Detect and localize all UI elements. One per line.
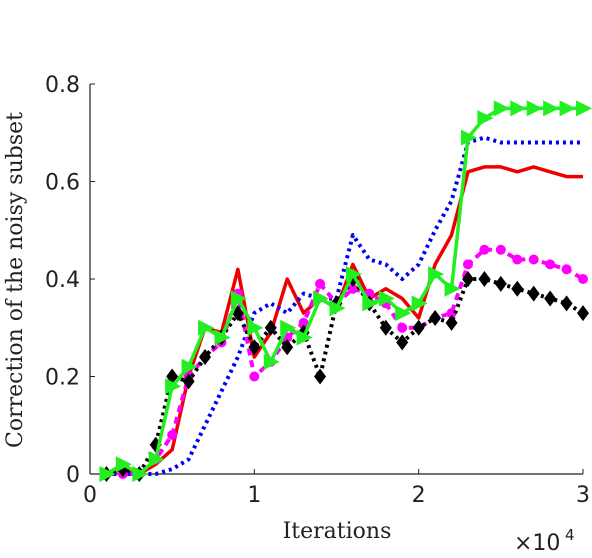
data-point [345, 266, 362, 283]
data-point [560, 295, 573, 312]
data-point [445, 314, 458, 331]
data-point [576, 100, 592, 117]
x-tick-label: 3 [576, 483, 590, 508]
data-point [429, 310, 442, 326]
data-point [214, 329, 231, 346]
data-point [264, 319, 277, 336]
data-point [527, 285, 540, 302]
x-exponent-base: ×10 [514, 531, 560, 556]
series-line [105, 165, 583, 476]
data-point [526, 100, 543, 117]
y-tick-label: 0.2 [45, 366, 80, 391]
data-point [578, 274, 588, 284]
data-point [132, 466, 149, 482]
data-point [462, 259, 473, 270]
data-point [298, 317, 309, 328]
data-point [181, 358, 198, 375]
y-axis-label: Correction of the noisy subset [3, 112, 28, 448]
series-0 [105, 165, 583, 476]
series-line [106, 247, 585, 476]
data-point [479, 244, 490, 255]
data-point [296, 329, 313, 346]
data-point [411, 295, 428, 312]
data-point [281, 339, 294, 356]
x-tick-label: 2 [412, 483, 426, 508]
data-point [511, 280, 524, 297]
data-point [395, 305, 412, 322]
data-point [182, 373, 195, 390]
data-point [313, 290, 330, 307]
series-4 [99, 100, 592, 482]
data-point [561, 264, 572, 275]
x-exponent-power: 4 [565, 526, 575, 544]
data-point [378, 290, 395, 307]
data-point [396, 334, 409, 351]
y-tick-label: 0 [66, 463, 80, 488]
data-point [347, 283, 358, 294]
data-point [460, 129, 477, 146]
data-point [115, 456, 132, 473]
data-point [99, 466, 116, 482]
data-point [165, 378, 182, 395]
data-point [493, 100, 510, 117]
data-point [444, 280, 461, 297]
data-point [412, 319, 425, 336]
data-point [167, 430, 178, 440]
plot-area: 0 1 2 3 0 0.2 0.4 0.6 0.8 [45, 73, 592, 508]
data-point [248, 339, 261, 356]
data-point [379, 319, 392, 336]
data-point [478, 271, 491, 287]
data-point [247, 319, 264, 336]
data-point [477, 110, 494, 127]
data-point [510, 100, 527, 117]
y-tick-label: 0.4 [45, 268, 80, 293]
data-point [198, 319, 215, 336]
data-point [263, 353, 280, 370]
data-point [199, 349, 212, 365]
data-point [494, 275, 507, 292]
x-axis-label: Iterations [283, 519, 392, 544]
data-point [495, 244, 506, 255]
data-point [230, 290, 247, 307]
data-point [314, 368, 327, 385]
data-point [397, 322, 408, 333]
series-layer [99, 100, 592, 482]
data-point [461, 271, 474, 287]
x-tick-label: 1 [247, 483, 261, 508]
data-point [559, 100, 576, 117]
data-point [329, 300, 346, 317]
y-tick-label: 0.8 [45, 73, 80, 98]
y-tick-label: 0.6 [45, 171, 80, 196]
data-point [512, 254, 523, 265]
x-axis-ticks: 0 1 2 3 [83, 469, 590, 508]
data-point [543, 100, 560, 117]
data-point [577, 305, 589, 322]
data-point [528, 254, 539, 265]
data-point [545, 259, 556, 270]
data-point [428, 266, 445, 283]
data-point [280, 319, 297, 336]
y-axis-ticks: 0 0.2 0.4 0.6 0.8 [45, 73, 95, 488]
data-point [362, 295, 379, 312]
data-point [315, 278, 326, 289]
x-tick-label: 0 [83, 483, 97, 508]
data-point [544, 290, 557, 307]
data-point [249, 371, 260, 382]
data-point [148, 451, 165, 468]
